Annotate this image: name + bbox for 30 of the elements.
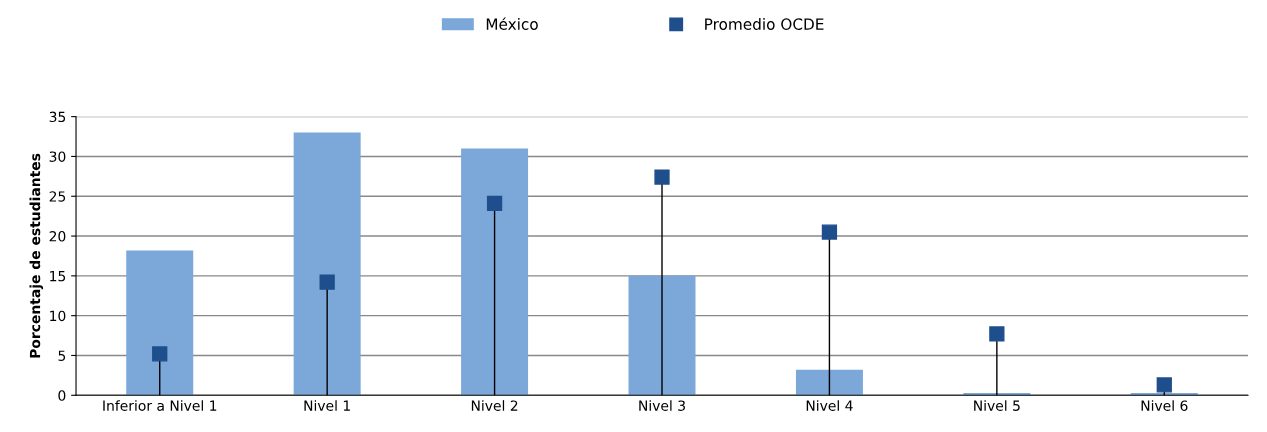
y-tick-label: 35 [49, 111, 66, 123]
x-tick-label: Nivel 2 [471, 400, 518, 411]
y-tick-label: 15 [50, 271, 66, 282]
point [989, 326, 1005, 342]
point [486, 195, 503, 212]
point [654, 169, 670, 185]
x-tick-label: Inferior a Nivel 1 [103, 400, 217, 411]
y-tick-label: 30 [49, 151, 66, 162]
point [319, 274, 335, 290]
bar [126, 250, 194, 396]
bar [795, 369, 863, 396]
point [1156, 377, 1172, 393]
x-tick-label: Nivel 1 [304, 400, 350, 411]
x-tick-label: Nivel 4 [806, 400, 853, 411]
y-tick-label: 5 [58, 350, 66, 361]
y-tick-label: 25 [49, 191, 66, 202]
bar [293, 132, 361, 396]
y-tick-label: 20 [49, 231, 66, 242]
legend-label: Promedio OCDE [705, 18, 824, 30]
x-tick-label: Nivel 5 [974, 400, 1020, 411]
point [152, 346, 168, 362]
legend-label: México [486, 17, 538, 30]
y-axis-title: Porcentaje de estudiantes [29, 153, 44, 358]
y-tick-label: 10 [50, 310, 66, 322]
y-tick-label: 0 [58, 390, 66, 401]
x-tick-label: Nivel 3 [639, 400, 685, 411]
point [821, 224, 838, 240]
bar [628, 275, 696, 396]
x-tick-label: Nivel 6 [1141, 400, 1188, 411]
bar [461, 148, 529, 396]
